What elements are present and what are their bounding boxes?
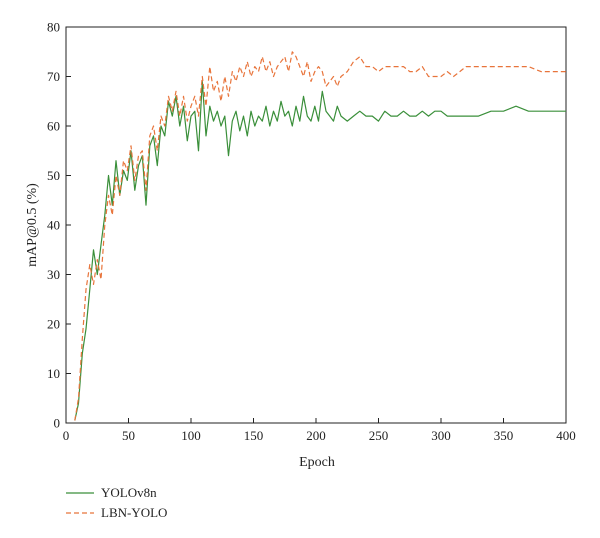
legend-label-yolov8n: YOLOv8n	[101, 485, 157, 500]
series-line-yolov8n	[74, 80, 566, 421]
y-tick-label: 20	[47, 317, 60, 332]
y-tick-label: 10	[47, 366, 60, 381]
x-tick-label: 400	[556, 428, 576, 443]
y-axis-ticks: 0 10 20 30 40 50 60 70 80	[47, 20, 71, 431]
plot-frame	[65, 26, 567, 424]
x-axis-ticks: 0 50 100 150 200 250 300 350 400	[63, 418, 576, 443]
legend-label-lbn-yolo: LBN-YOLO	[101, 505, 167, 520]
x-tick-label: 300	[431, 428, 451, 443]
x-tick-label: 100	[181, 428, 201, 443]
x-axis-title: Epoch	[299, 455, 335, 470]
y-tick-label: 70	[47, 69, 60, 84]
x-tick-label: 0	[63, 428, 70, 443]
x-tick-label: 150	[244, 428, 264, 443]
y-tick-label: 80	[47, 20, 60, 35]
y-tick-label: 60	[47, 119, 60, 134]
series-lines	[74, 51, 566, 421]
y-tick-label: 30	[47, 267, 60, 282]
plot-area-border	[65, 26, 567, 424]
x-tick-label: 250	[369, 428, 389, 443]
legend: YOLOv8n LBN-YOLO	[66, 485, 167, 520]
y-tick-label: 50	[47, 168, 60, 183]
y-tick-label: 40	[47, 218, 60, 233]
x-tick-label: 50	[122, 428, 135, 443]
x-tick-label: 200	[306, 428, 326, 443]
series-line-lbn-yolo	[74, 51, 566, 421]
x-tick-label: 350	[494, 428, 514, 443]
y-axis-title: mAP@0.5 (%)	[25, 183, 40, 267]
y-tick-label: 0	[54, 416, 61, 431]
